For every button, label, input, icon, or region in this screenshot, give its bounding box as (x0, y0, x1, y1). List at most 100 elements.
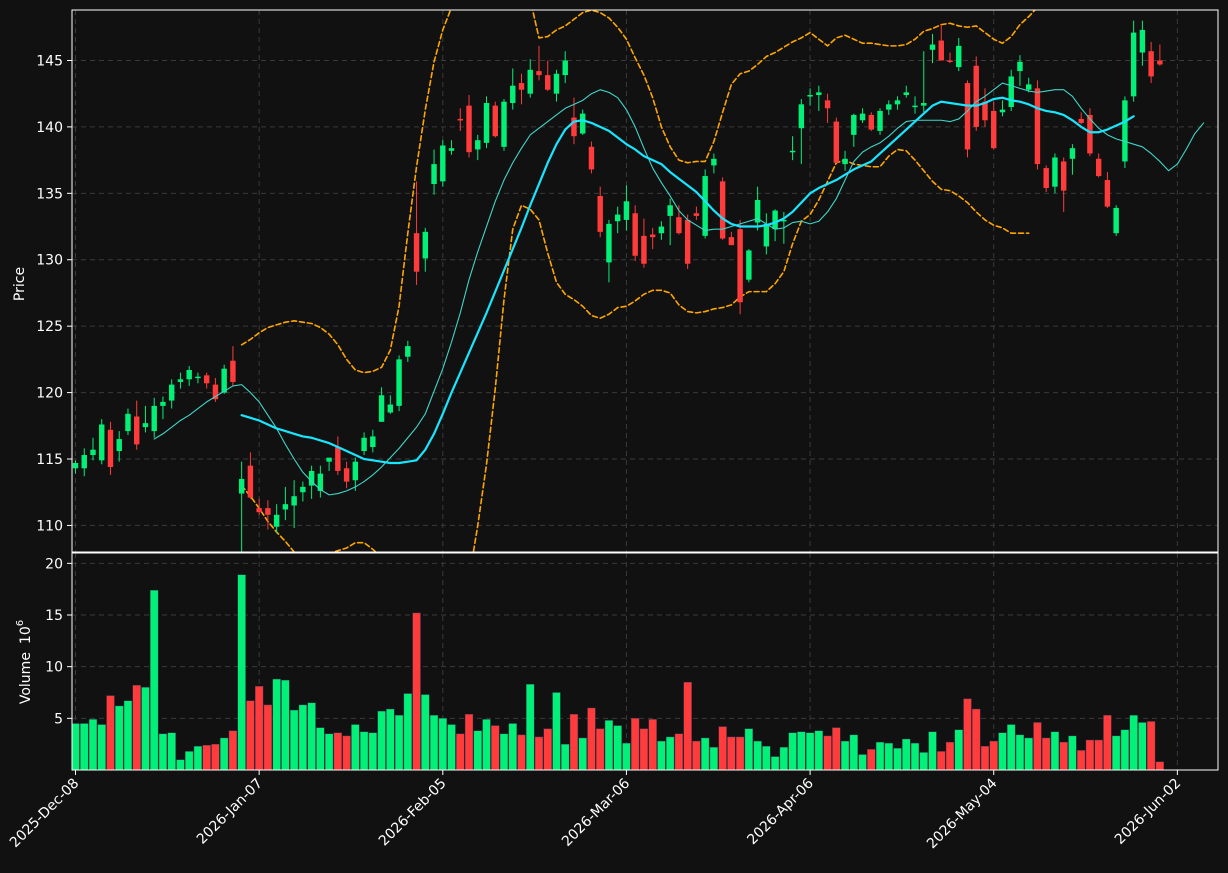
ma-slow-line (240, 96, 1135, 465)
candle-body (501, 101, 507, 147)
volume-bar (167, 732, 176, 770)
moving-averages (153, 82, 1205, 496)
candle-body (991, 110, 997, 149)
price-panel-frame (71, 9, 1219, 553)
volume-bar (805, 732, 815, 770)
candle-body (151, 405, 157, 432)
candle-body (230, 360, 236, 382)
volume-bar (762, 746, 771, 770)
volume-bar (945, 741, 955, 770)
candle-body (247, 465, 254, 498)
volume-bar (727, 736, 736, 770)
candle-body (649, 234, 656, 238)
volume-axis-title-base: 10 (18, 626, 34, 644)
volume-bar (919, 752, 928, 770)
volume-bar (307, 702, 316, 770)
volume-bar (97, 724, 106, 770)
candle-body (352, 461, 359, 481)
volume-bar (80, 723, 89, 770)
volume-bar (342, 735, 351, 770)
volume-bar (1094, 739, 1103, 770)
candle-body (1130, 32, 1137, 97)
candle-body (588, 146, 595, 170)
candle-body (308, 470, 315, 486)
candle-body (1017, 61, 1023, 72)
candle-body (1069, 148, 1076, 159)
candle-body (370, 436, 376, 448)
volume-bar (517, 734, 526, 770)
volume-bar (709, 747, 719, 770)
candle-body (597, 195, 603, 232)
candle-body (1052, 157, 1058, 187)
candle-body (466, 105, 472, 153)
volume-bar (989, 740, 998, 770)
candle-body (754, 199, 761, 223)
candle-body (413, 233, 420, 272)
volume-bar (316, 727, 325, 770)
candle-body (859, 113, 866, 121)
candle-body (903, 92, 909, 96)
volume-bar (779, 747, 788, 770)
candle-body (405, 346, 411, 357)
volume-bar (849, 734, 858, 770)
candle-body (877, 110, 883, 131)
candle-body (676, 217, 682, 234)
volume-bar (115, 705, 124, 770)
candle-body (125, 413, 131, 432)
volume-bar (701, 737, 710, 770)
volume-bar (954, 729, 963, 770)
price-tick-label: 110 (36, 518, 63, 534)
volume-bar (832, 727, 841, 770)
candle-body (195, 376, 201, 379)
volume-bar (1146, 721, 1156, 770)
volume-bar (324, 733, 334, 770)
candle-body (160, 401, 166, 406)
volume-bar (464, 714, 474, 770)
candle-body (361, 437, 367, 452)
volume-bar (875, 741, 885, 770)
volume-bar (648, 719, 657, 770)
volume-bar (613, 725, 622, 770)
volume-bar (368, 732, 377, 770)
volume-bar (456, 733, 465, 770)
volume-bar (228, 730, 238, 770)
candle-body (693, 213, 700, 216)
volume-bar (666, 736, 675, 770)
volume-bar (1129, 715, 1138, 770)
volume-bar (526, 684, 535, 770)
volume-bar (333, 732, 342, 770)
volume-bar (1120, 729, 1130, 770)
volume-bar (1007, 724, 1016, 770)
candle-body (448, 148, 455, 151)
volume-bar (491, 725, 500, 770)
volume-bar (429, 715, 439, 770)
volume-bar (1112, 735, 1121, 770)
volume-bar (797, 731, 806, 770)
candle-body (256, 508, 262, 513)
ma-fast-line (153, 82, 1205, 496)
bollinger-bands (240, 10, 1037, 552)
volume-bar (473, 730, 482, 770)
volume-bar (858, 754, 867, 770)
candle-body (1104, 180, 1111, 207)
candle-body (378, 395, 385, 422)
volume-bar (185, 751, 194, 770)
volume-bar (631, 718, 640, 770)
candle-body (291, 496, 297, 506)
volume-tick-label: 5 (54, 711, 63, 727)
candle-body (81, 455, 87, 469)
candle-body (746, 250, 752, 280)
candle-body (614, 214, 621, 222)
volume-axis-title: Volume 106 (15, 620, 34, 704)
volume-bar (840, 740, 850, 770)
candle-body (116, 439, 122, 452)
volume-bar (867, 749, 876, 770)
volume-bar (263, 704, 273, 770)
candle-body (562, 60, 568, 76)
volume-bar (937, 751, 946, 770)
volume-bar (718, 726, 727, 770)
candle-body (833, 121, 840, 163)
candle-body (964, 83, 971, 150)
volume-bar (508, 723, 517, 770)
